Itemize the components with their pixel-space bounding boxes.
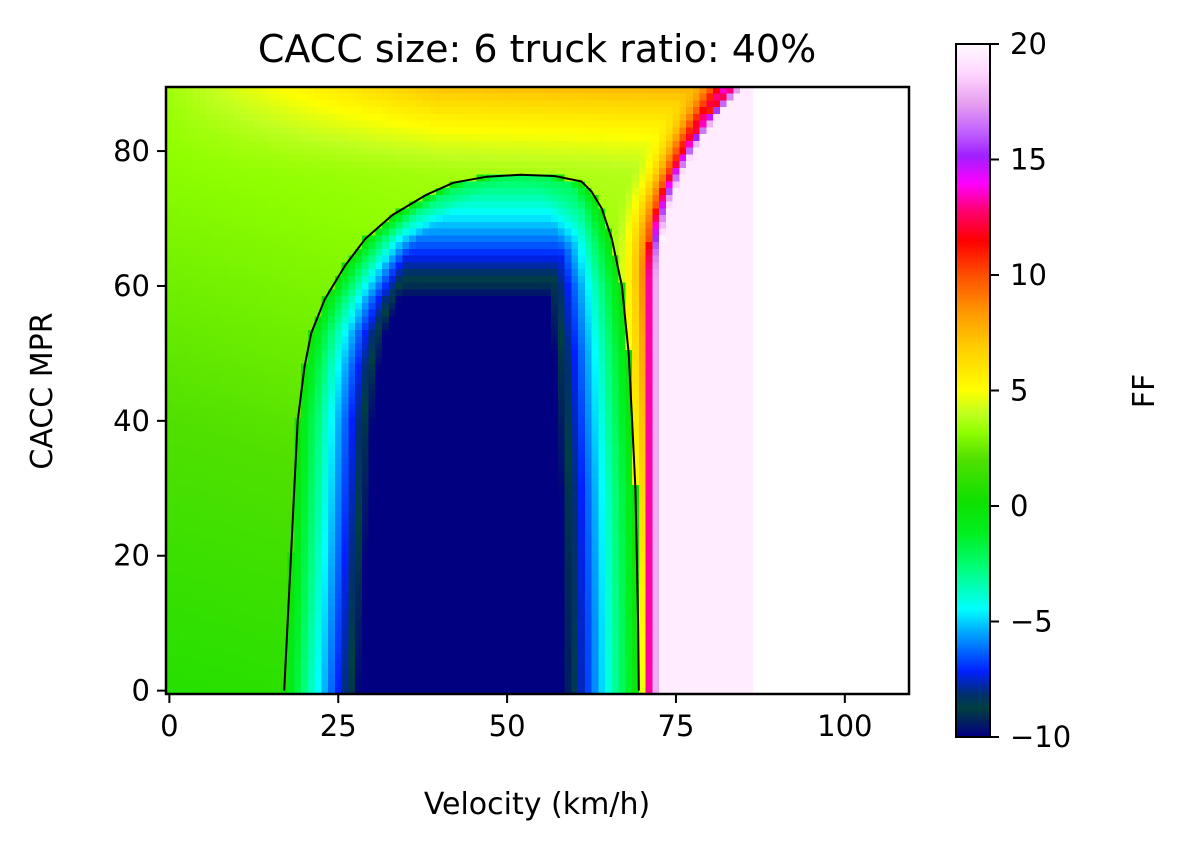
colorbar-tick-label: 10 [1010,258,1047,292]
y-tick-label: 40 [113,404,150,438]
colorbar-tick-label: 20 [1010,27,1047,61]
colorbar: −10 −5 0 5 10 15 20 [955,27,1071,754]
x-axis-label: Velocity (km/h) [424,787,650,822]
y-axis-ticks: 0 20 40 60 80 [113,134,166,708]
contour-line-zero [283,173,640,691]
y-tick-label: 60 [113,269,150,303]
colorbar-tick-label: −5 [1010,605,1053,639]
x-tick-label: 25 [320,709,357,743]
plot-frame [164,85,911,696]
y-axis-label: CACC MPR [25,312,60,469]
colorbar-tick-label: 15 [1010,143,1047,177]
x-tick-label: 50 [489,709,526,743]
colorbar-tick-label: 5 [1010,374,1028,408]
y-tick-label: 0 [132,674,150,708]
chart-title: CACC size: 6 truck ratio: 40% [258,27,816,71]
heatmap-area [164,85,911,696]
colorbar-label: FF [1127,374,1162,409]
colorbar-tick-label: −10 [1010,720,1071,754]
x-axis-ticks: 0 25 50 75 100 [160,694,873,743]
y-tick-label: 20 [113,539,150,573]
x-tick-label: 75 [658,709,695,743]
x-tick-label: 100 [817,709,872,743]
x-tick-label: 0 [160,709,178,743]
heatmap-image [166,87,909,694]
y-tick-label: 80 [113,134,150,168]
colorbar-tick-label: 0 [1010,489,1028,523]
colorbar-ticks: −10 −5 0 5 10 15 20 [990,27,1071,754]
colorbar-gradient [956,44,990,737]
